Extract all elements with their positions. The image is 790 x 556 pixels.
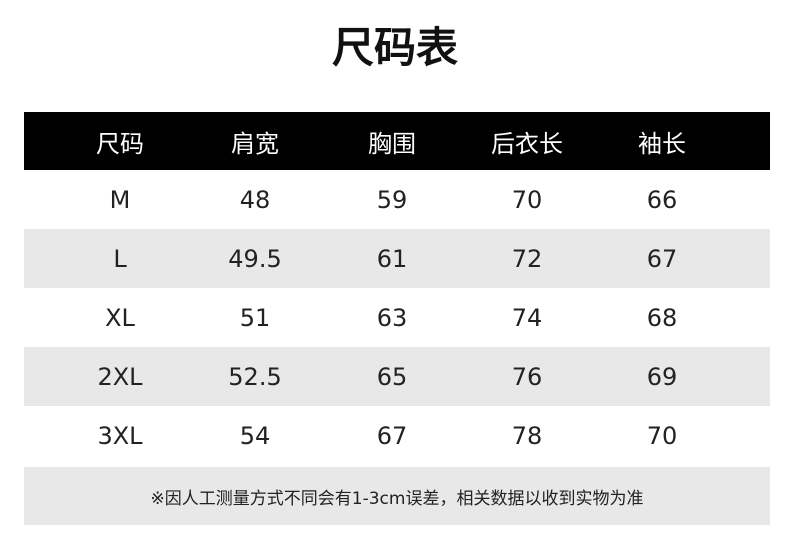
table-cell: 48	[239, 185, 271, 214]
measurement-note: ※因人工测量方式不同会有1-3cm误差，相关数据以收到实物为准	[24, 467, 770, 525]
table-cell: 72	[511, 244, 543, 273]
table-cell: 70	[511, 185, 543, 214]
table-cell: 59	[376, 185, 408, 214]
table-cell: M	[109, 185, 131, 214]
table-row: M 48 59 70 66	[24, 170, 770, 229]
page-title: 尺码表	[331, 23, 458, 72]
table-cell: 65	[376, 362, 408, 391]
table-cell: 51	[239, 303, 271, 332]
table-header: 尺码 肩宽 胸围 后衣长 袖长	[24, 112, 770, 170]
table-cell: 70	[646, 421, 678, 450]
table-cell: 76	[511, 362, 543, 391]
table-cell: 67	[376, 421, 408, 450]
table-cell: 3XL	[97, 421, 143, 450]
table-cell: 52.5	[228, 362, 282, 391]
table-cell: 49.5	[228, 244, 282, 273]
table-cell: 66	[646, 185, 678, 214]
column-header: 肩宽	[231, 129, 279, 158]
table-cell: 61	[376, 244, 408, 273]
table-row: XL 51 63 74 68	[24, 288, 770, 347]
column-header: 后衣长	[491, 129, 563, 158]
table-cell: 67	[646, 244, 678, 273]
table-cell: XL	[105, 303, 135, 332]
table-cell: 78	[511, 421, 543, 450]
table-row: 2XL 52.5 65 76 69	[24, 347, 770, 406]
table-row: L 49.5 61 72 67	[24, 229, 770, 288]
table-row: 3XL 54 67 78 70	[24, 406, 770, 465]
column-header: 尺码	[96, 129, 144, 158]
column-header: 袖长	[638, 129, 686, 158]
table-cell: 68	[646, 303, 678, 332]
table-cell: L	[113, 244, 127, 273]
table-cell: 54	[239, 421, 271, 450]
table-cell: 2XL	[97, 362, 143, 391]
table-cell: 69	[646, 362, 678, 391]
column-header: 胸围	[368, 129, 416, 158]
table-cell: 74	[511, 303, 543, 332]
size-table: 尺码 肩宽 胸围 后衣长 袖长 M 48 59 70 66 L 49.5 61 72 67 XL 51 63 74…	[24, 112, 770, 465]
table-cell: 63	[376, 303, 408, 332]
